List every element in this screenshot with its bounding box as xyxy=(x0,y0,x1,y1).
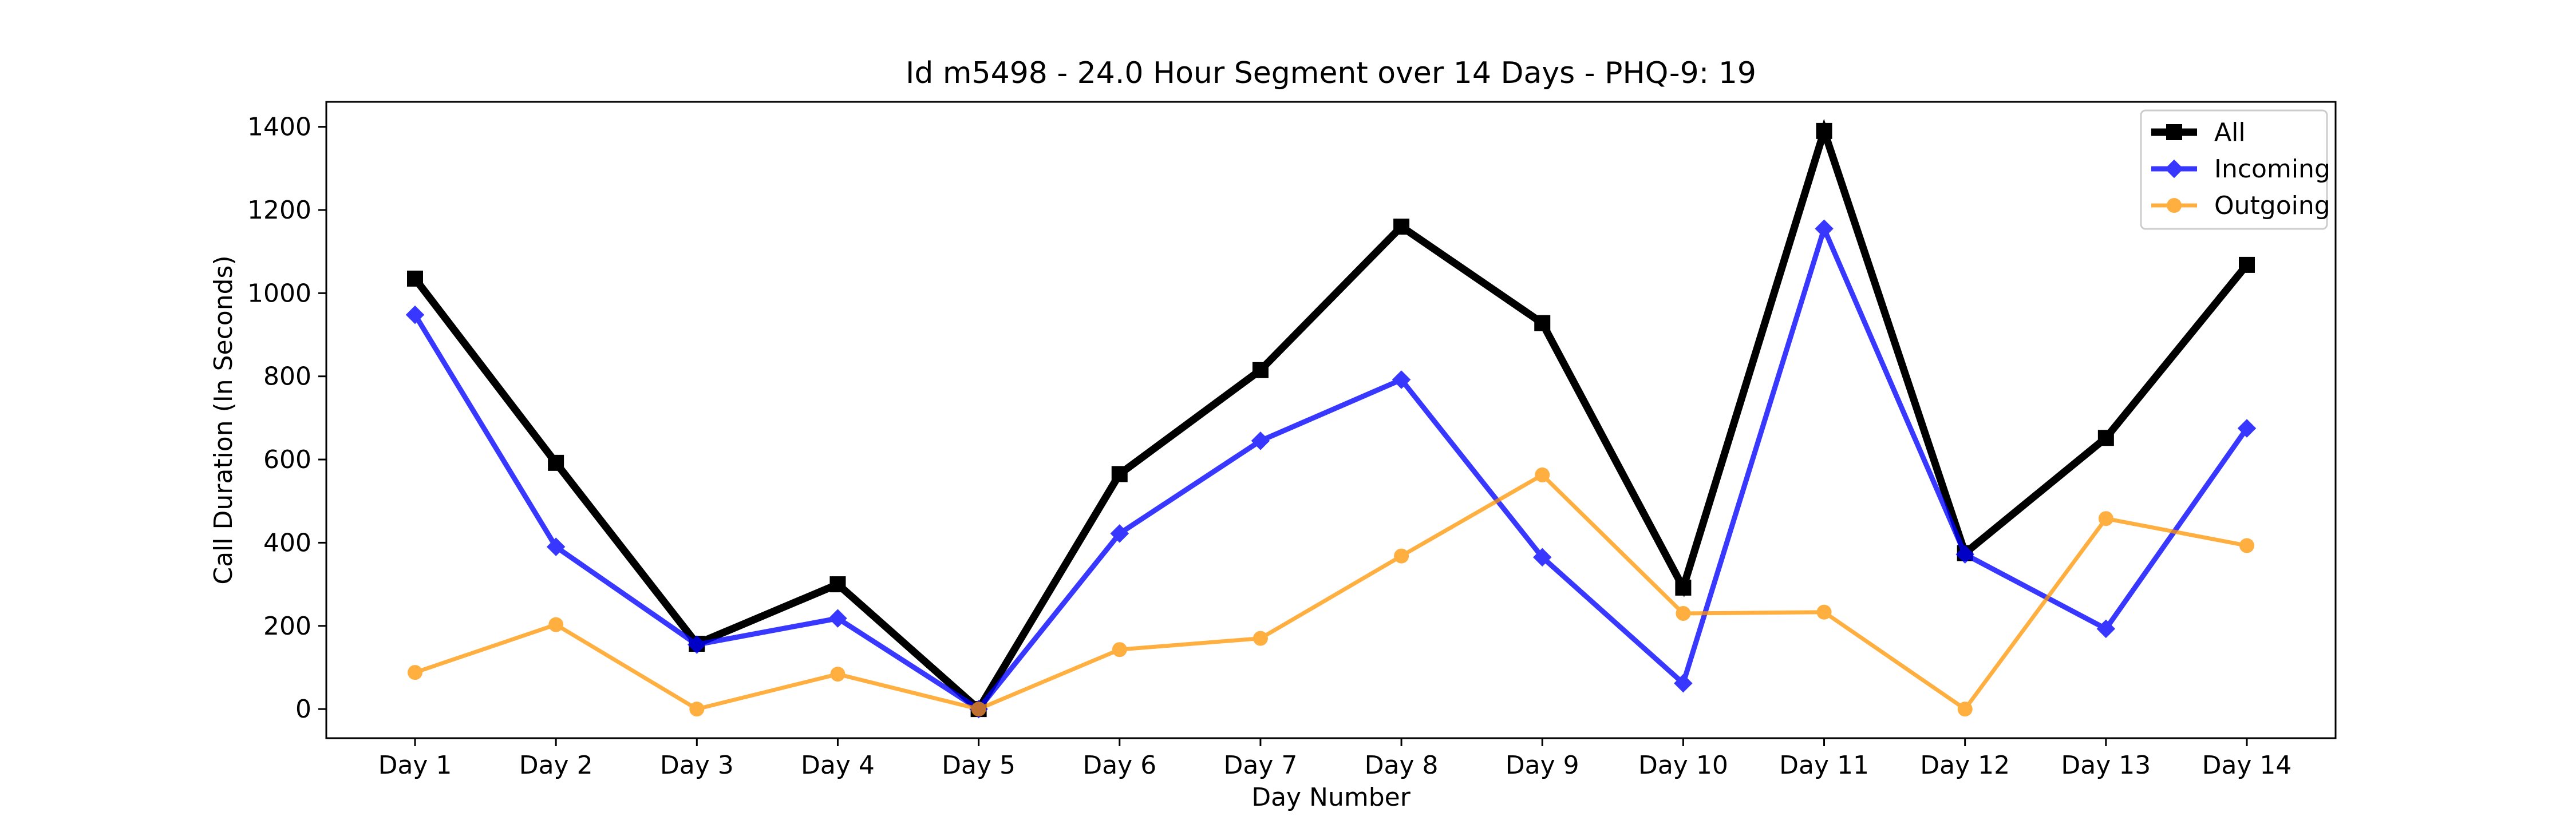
legend: All Incoming Outgoing xyxy=(2140,109,2330,230)
legend-marker-outgoing xyxy=(2167,198,2182,213)
legend-label-outgoing: Outgoing xyxy=(2214,191,2330,220)
data-point-incoming xyxy=(1110,524,1129,543)
data-point-all xyxy=(2097,430,2114,446)
data-point-all xyxy=(2239,256,2255,273)
series-line-all xyxy=(412,118,2250,715)
x-tick-label: Day 1 xyxy=(378,751,452,780)
legend-box xyxy=(2140,109,2328,230)
data-point-all xyxy=(1675,579,1692,596)
x-tick-label: Day 3 xyxy=(660,751,734,780)
series-line-outgoing xyxy=(414,472,2247,712)
x-axis-label: Day Number xyxy=(1251,783,1411,812)
data-point-outgoing xyxy=(1112,642,1127,657)
data-point-incoming xyxy=(1674,674,1693,693)
data-point-incoming xyxy=(2237,419,2257,438)
data-point-all xyxy=(829,576,846,593)
y-tick-label: 0 xyxy=(295,695,311,724)
data-point-outgoing xyxy=(2239,538,2254,553)
y-tick-label: 600 xyxy=(263,445,311,474)
legend-label-all: All xyxy=(2214,118,2246,147)
data-point-incoming xyxy=(1815,219,1834,238)
data-point-incoming xyxy=(1955,545,1974,564)
plot-frame xyxy=(325,101,2337,739)
x-tick-label: Day 9 xyxy=(1506,751,1579,780)
y-axis-label: Call Duration (In Seconds) xyxy=(209,255,238,584)
data-point-incoming xyxy=(1251,431,1270,450)
x-tick-label: Day 13 xyxy=(2061,751,2151,780)
x-tick-label: Day 8 xyxy=(1365,751,1439,780)
y-tick-label: 400 xyxy=(263,528,311,557)
series-incoming xyxy=(405,219,2257,719)
data-point-outgoing xyxy=(689,702,705,717)
x-tick-label: Day 14 xyxy=(2202,751,2292,780)
data-point-outgoing xyxy=(1816,604,1832,620)
data-point-outgoing xyxy=(2098,511,2113,526)
y-tick-label: 1200 xyxy=(247,196,311,225)
series-line-incoming xyxy=(413,221,2249,713)
x-tick-label: Day 2 xyxy=(519,751,593,780)
data-point-outgoing xyxy=(971,702,986,717)
data-point-outgoing xyxy=(548,617,564,632)
plot-area xyxy=(405,118,2257,719)
data-point-outgoing xyxy=(1957,702,1973,717)
data-point-outgoing xyxy=(1676,605,1691,621)
data-point-incoming xyxy=(1392,370,1411,389)
data-point-incoming xyxy=(405,305,425,324)
data-point-all xyxy=(1252,362,1269,378)
data-point-incoming xyxy=(688,635,706,654)
data-point-all xyxy=(1111,466,1128,482)
data-point-incoming xyxy=(2096,619,2116,639)
x-tick-label: Day 12 xyxy=(1920,751,2010,780)
data-point-outgoing xyxy=(1253,631,1268,646)
x-tick-label: Day 5 xyxy=(942,751,1016,780)
y-tick-label: 1400 xyxy=(247,113,311,142)
data-point-incoming xyxy=(1532,548,1552,567)
data-point-all xyxy=(1816,122,1832,139)
data-point-incoming xyxy=(546,537,566,556)
legend-entry-all xyxy=(2151,124,2197,140)
legend-marker-incoming xyxy=(2164,159,2184,179)
data-point-outgoing xyxy=(1535,467,1550,482)
legend-entry-incoming xyxy=(2151,159,2197,179)
data-point-outgoing xyxy=(408,665,422,680)
data-point-outgoing xyxy=(1394,548,1409,564)
data-point-incoming xyxy=(828,609,847,628)
legend-marker-all xyxy=(2166,124,2182,140)
x-tick-label: Day 6 xyxy=(1082,751,1156,780)
series-all xyxy=(407,118,2255,718)
data-point-outgoing xyxy=(830,667,846,682)
chart-title: Id m5498 - 24.0 Hour Segment over 14 Day… xyxy=(906,56,1756,90)
series-outgoing xyxy=(408,467,2254,717)
axes: Day 1 Day 2 Day 3 Day 4 Day 5 Day 6 Day 7 Day 8… xyxy=(247,113,2291,780)
data-point-all xyxy=(1393,219,1410,235)
y-tick-label: 800 xyxy=(263,362,311,391)
data-point-all xyxy=(407,270,423,287)
y-tick-label: 200 xyxy=(263,612,311,641)
y-tick-label: 1000 xyxy=(247,279,311,308)
data-point-all xyxy=(548,454,564,471)
legend-label-incoming: Incoming xyxy=(2214,154,2330,184)
x-tick-label: Day 7 xyxy=(1223,751,1297,780)
data-point-all xyxy=(1534,315,1551,331)
x-tick-label: Day 4 xyxy=(801,751,875,780)
x-tick-label: Day 11 xyxy=(1779,751,1869,780)
legend-entry-outgoing xyxy=(2151,198,2197,213)
x-tick-label: Day 10 xyxy=(1638,751,1728,780)
